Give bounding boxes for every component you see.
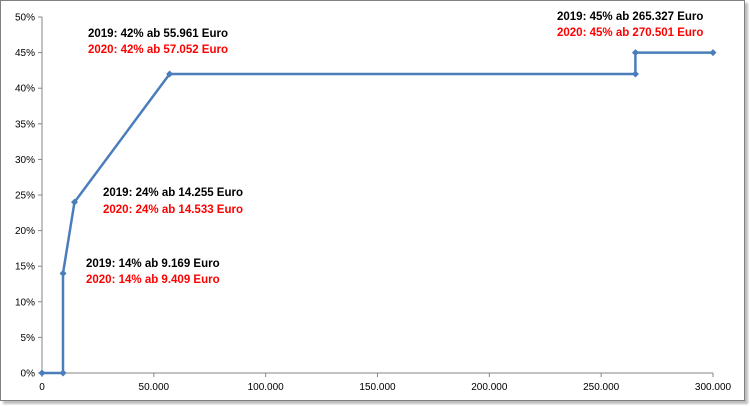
y-tick-label: 50% [15,13,35,24]
x-tick-label: 250.000 [583,382,620,393]
x-axis-ticks: 0 50.000 100.000 150.000 200.000 250.000 300.0… [39,373,732,393]
y-tick-label: 40% [15,84,35,95]
data-point-marker [631,70,639,78]
x-tick-label: 50.000 [139,382,170,393]
annotation-24-2019: 2019: 24% ab 14.255 Euro [103,187,243,199]
y-tick-label: 5% [21,333,36,344]
annotation-42-2019: 2019: 42% ab 55.961 Euro [88,28,228,40]
annotation-14-2020: 2020: 14% ab 9.409 Euro [86,274,220,286]
x-tick-label: 100.000 [248,382,285,393]
data-point-marker [38,369,46,377]
y-tick-label: 10% [15,297,35,308]
annotation-24-2020: 2020: 24% ab 14.533 Euro [103,204,243,216]
y-tick-label: 20% [15,226,35,237]
x-tick-label: 150.000 [359,382,396,393]
y-tick-label: 0% [21,369,36,380]
y-tick-label: 25% [15,191,35,202]
y-tick-label: 30% [15,155,35,166]
data-point-marker [631,49,639,57]
y-tick-label: 15% [15,262,35,273]
data-point-marker [59,269,67,277]
data-point-marker [166,70,174,78]
annotation-14-2019: 2019: 14% ab 9.169 Euro [86,258,220,270]
annotations-group: 2019: 42% ab 55.961 Euro 2020: 42% ab 57… [86,11,703,286]
y-axis-ticks: 0% 5% 10% 15% 20% 25% 30% 35% 40% 45% 50% [15,13,42,380]
annotation-42-2020: 2020: 42% ab 57.052 Euro [88,44,228,56]
series-line [42,51,713,375]
data-point-marker [59,369,67,377]
y-tick-label: 35% [15,119,35,130]
y-tick-label: 45% [15,48,35,59]
annotation-45-2020: 2020: 45% ab 270.501 Euro [557,27,703,39]
series-group [38,49,717,377]
data-point-marker [709,49,717,57]
x-tick-label: 0 [39,382,45,393]
x-tick-label: 300.000 [695,382,732,393]
annotation-45-2019: 2019: 45% ab 265.327 Euro [557,11,703,23]
data-point-marker [71,198,79,206]
x-tick-label: 200.000 [471,382,508,393]
